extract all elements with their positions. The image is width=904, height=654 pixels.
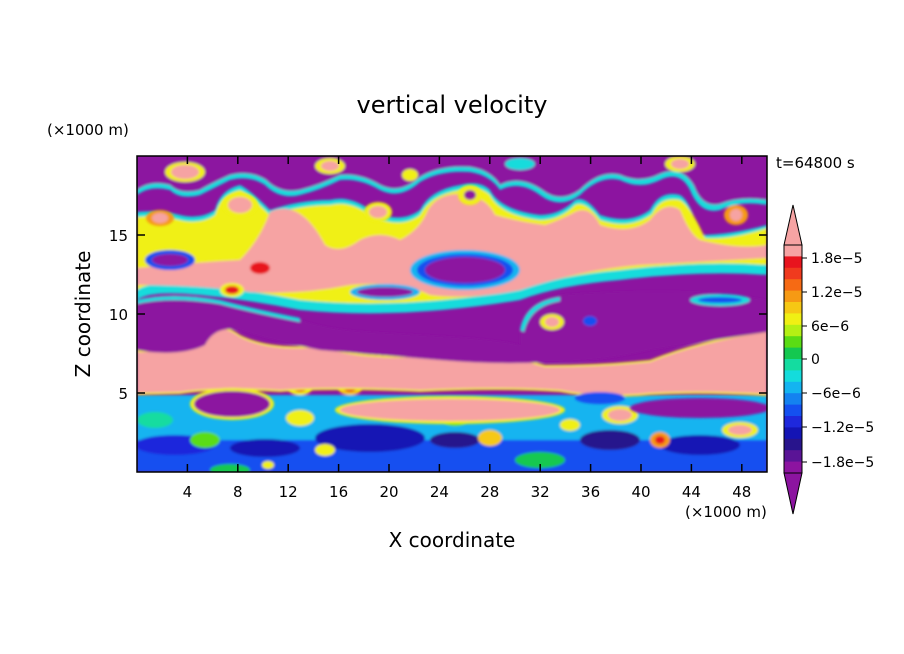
x-tick-label: 28 (480, 483, 499, 501)
colorbar-label: 0 (811, 352, 820, 368)
x-tick-label: 20 (379, 483, 398, 501)
x-tick-label: 32 (531, 483, 550, 501)
x-tick-label: 4 (183, 483, 193, 501)
colorbar-swatch (784, 438, 802, 451)
colorbar-swatch (784, 461, 802, 474)
colorbar-swatch (784, 427, 802, 440)
x-tick-label: 44 (682, 483, 701, 501)
y-axis: 5 10 15 (109, 227, 767, 403)
colorbar-swatch (784, 279, 802, 292)
colorbar-swatch (784, 336, 802, 349)
colorbar-swatch (784, 416, 802, 428)
colorbar-swatch (784, 256, 802, 269)
colorbar-swatch (784, 313, 802, 326)
x-tick-label: 16 (329, 483, 348, 501)
colorbar-swatch (784, 393, 802, 406)
colorbar-swatch (784, 370, 802, 383)
colorbar-swatch (784, 245, 802, 257)
velocity-field (137, 156, 767, 472)
x-tick-label: 36 (581, 483, 600, 501)
colorbar: 1.8e−5 1.2e−5 6e−6 0 −6e−6 −1.2e−5 −1.8e−5 (783, 204, 874, 515)
y-unit-label: (×1000 m) (47, 121, 129, 139)
colorbar-label: 6e−6 (811, 319, 849, 335)
upper-updraft-band (137, 183, 767, 424)
y-tick-label: 15 (109, 227, 128, 245)
colorbar-swatch (784, 302, 802, 314)
time-label: t=64800 s (776, 154, 855, 172)
colorbar-over-triangle (783, 204, 803, 246)
colorbar-swatch (784, 404, 802, 417)
colorbar-swatch (784, 290, 802, 303)
colorbar-label: −1.2e−5 (811, 420, 874, 436)
x-axis-label: X coordinate (389, 528, 516, 552)
colorbar-label: −1.8e−5 (811, 455, 874, 471)
colorbar-label: 1.8e−5 (811, 251, 863, 267)
x-tick-label: 8 (233, 483, 243, 501)
colorbar-label: 1.2e−5 (811, 285, 863, 301)
colorbar-swatch (784, 359, 802, 371)
y-axis-label: Z coordinate (71, 251, 95, 378)
chart-title: vertical velocity (357, 91, 548, 119)
colorbar-under-triangle (783, 472, 803, 515)
x-tick-label: 48 (732, 483, 751, 501)
colorbar-swatch (784, 267, 802, 280)
colorbar-swatch (784, 324, 802, 337)
y-tick-label: 10 (109, 306, 128, 324)
colorbar-swatch (784, 381, 802, 394)
x-axis: 4 8 12 16 20 24 28 32 36 40 44 48 (183, 156, 751, 501)
x-tick-label: 40 (631, 483, 650, 501)
colorbar-label: −6e−6 (811, 386, 861, 402)
x-tick-label: 12 (279, 483, 298, 501)
x-unit-label: (×1000 m) (685, 503, 767, 521)
y-tick-label: 5 (118, 385, 128, 403)
colorbar-swatch (784, 347, 802, 360)
colorbar-swatch (784, 450, 802, 463)
x-tick-label: 24 (430, 483, 449, 501)
top-layer (137, 156, 767, 226)
